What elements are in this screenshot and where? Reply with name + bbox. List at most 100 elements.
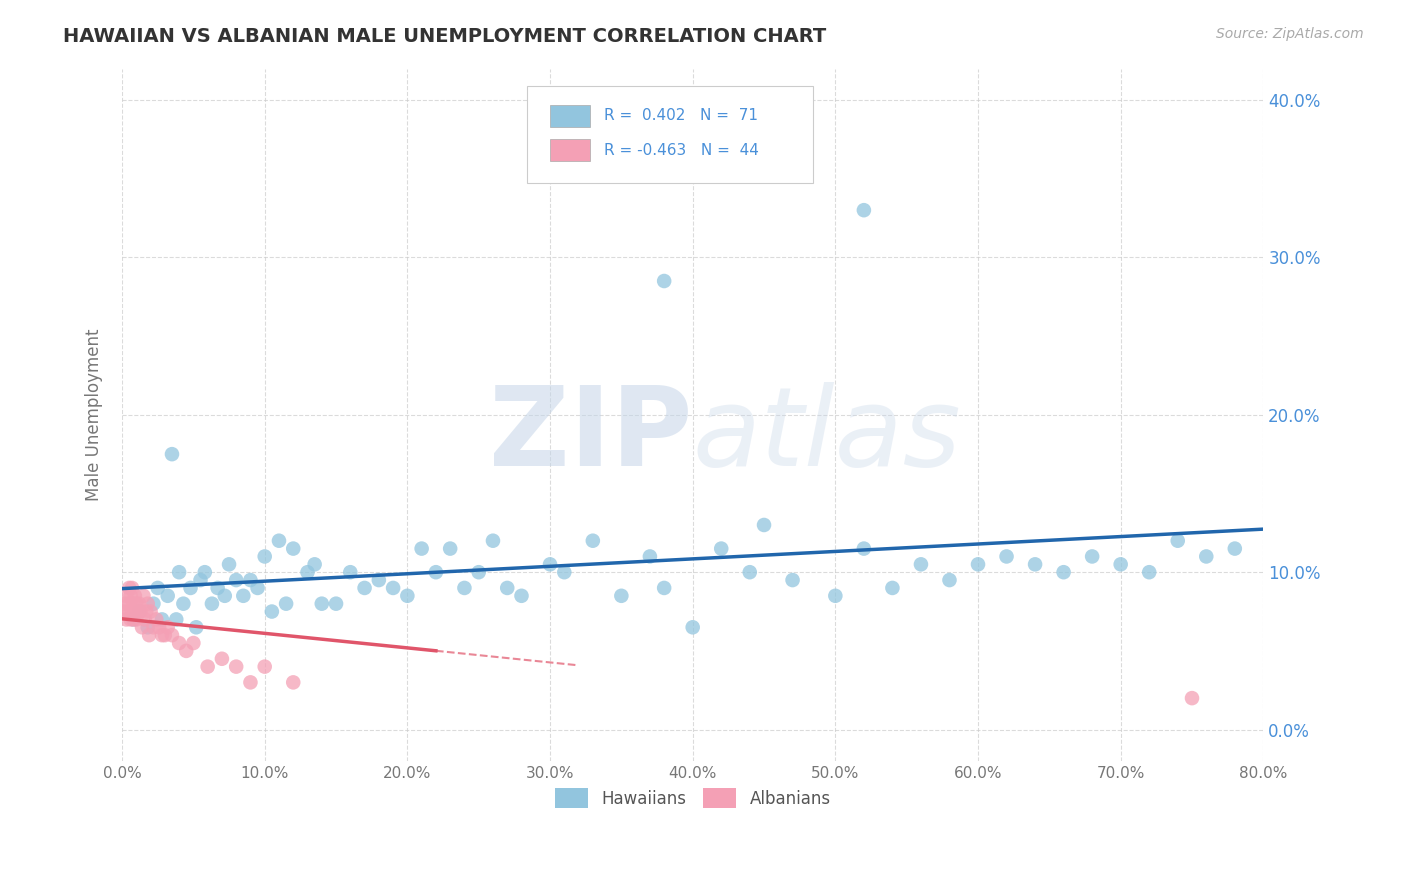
Point: [339, 565, 361, 579]
Point: [1137, 565, 1160, 579]
Point: [115, 589, 138, 603]
Point: [253, 659, 276, 673]
Point: [482, 533, 505, 548]
Point: [538, 558, 561, 572]
Point: [128, 605, 150, 619]
Point: [167, 565, 190, 579]
Point: [910, 558, 932, 572]
Point: [218, 558, 240, 572]
Point: [135, 605, 157, 619]
Point: [1081, 549, 1104, 564]
Point: [122, 597, 145, 611]
Point: [682, 620, 704, 634]
FancyBboxPatch shape: [527, 86, 813, 183]
Point: [782, 573, 804, 587]
Point: [439, 541, 461, 556]
Point: [150, 612, 173, 626]
Point: [752, 518, 775, 533]
Point: [160, 628, 183, 642]
FancyBboxPatch shape: [550, 139, 591, 161]
Point: [283, 675, 305, 690]
Point: [120, 612, 142, 626]
Text: atlas: atlas: [693, 382, 962, 489]
Point: [283, 541, 305, 556]
Point: [117, 605, 139, 619]
Y-axis label: Male Unemployment: Male Unemployment: [86, 328, 103, 501]
Legend: Hawaiians, Albanians: Hawaiians, Albanians: [548, 781, 838, 815]
Point: [125, 597, 148, 611]
Point: [1195, 549, 1218, 564]
Point: [180, 581, 202, 595]
Point: [1024, 558, 1046, 572]
Point: [239, 675, 262, 690]
Point: [153, 628, 176, 642]
Point: [118, 581, 141, 595]
Point: [232, 589, 254, 603]
Point: [453, 581, 475, 595]
Point: [225, 573, 247, 587]
Point: [139, 605, 162, 619]
Point: [134, 612, 156, 626]
Point: [553, 565, 575, 579]
Point: [652, 274, 675, 288]
Point: [710, 541, 733, 556]
Point: [610, 589, 633, 603]
Point: [156, 589, 179, 603]
Point: [1181, 691, 1204, 706]
Point: [1052, 565, 1074, 579]
Text: ZIP: ZIP: [489, 382, 693, 489]
Point: [510, 589, 533, 603]
Point: [652, 581, 675, 595]
Point: [121, 581, 143, 595]
Point: [995, 549, 1018, 564]
Point: [190, 573, 212, 587]
Point: [146, 581, 169, 595]
Point: [253, 549, 276, 564]
Point: [145, 612, 167, 626]
Point: [824, 589, 846, 603]
Point: [1223, 541, 1246, 556]
Text: HAWAIIAN VS ALBANIAN MALE UNEMPLOYMENT CORRELATION CHART: HAWAIIAN VS ALBANIAN MALE UNEMPLOYMENT C…: [63, 27, 827, 45]
Point: [138, 628, 160, 642]
Point: [186, 620, 208, 634]
Point: [120, 589, 142, 603]
Point: [967, 558, 990, 572]
Point: [325, 597, 347, 611]
Point: [174, 644, 197, 658]
Point: [882, 581, 904, 595]
Point: [132, 589, 155, 603]
Point: [425, 565, 447, 579]
Point: [638, 549, 661, 564]
Point: [852, 541, 875, 556]
Point: [496, 581, 519, 595]
Point: [382, 581, 405, 595]
Point: [214, 589, 236, 603]
Point: [183, 636, 205, 650]
Point: [118, 597, 141, 611]
Point: [131, 620, 153, 634]
Point: [156, 620, 179, 634]
Point: [122, 612, 145, 626]
Point: [1167, 533, 1189, 548]
Point: [225, 659, 247, 673]
Point: [1109, 558, 1132, 572]
Point: [396, 589, 419, 603]
Point: [115, 612, 138, 626]
Point: [148, 620, 170, 634]
Point: [738, 565, 761, 579]
Point: [136, 620, 159, 634]
Point: [274, 597, 297, 611]
Point: [124, 605, 146, 619]
Point: [142, 620, 165, 634]
Point: [160, 447, 183, 461]
Point: [165, 612, 187, 626]
Point: [304, 558, 326, 572]
Point: [129, 605, 152, 619]
Point: [122, 612, 145, 626]
Text: R =  0.402   N =  71: R = 0.402 N = 71: [603, 108, 758, 123]
Text: Source: ZipAtlas.com: Source: ZipAtlas.com: [1216, 27, 1364, 41]
Point: [211, 652, 233, 666]
Point: [207, 581, 229, 595]
Point: [246, 581, 269, 595]
Point: [311, 597, 333, 611]
